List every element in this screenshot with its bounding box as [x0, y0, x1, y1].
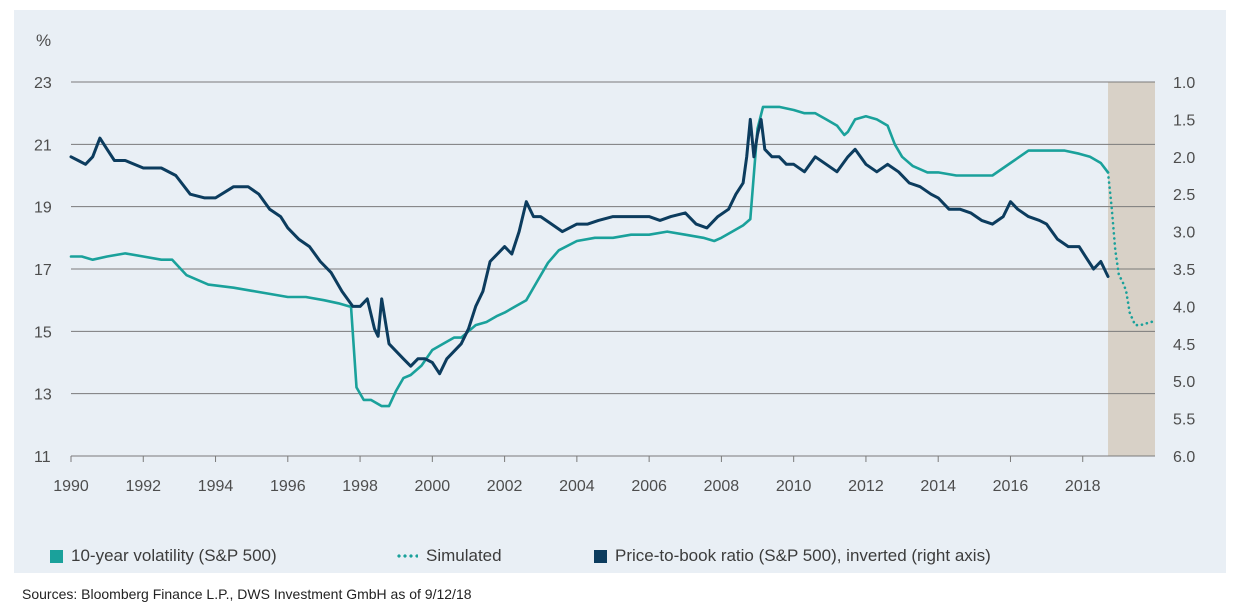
x-tick-1998: 1998: [342, 478, 378, 495]
x-tick-2010: 2010: [776, 478, 812, 495]
y-left-tick-17: 17: [34, 262, 52, 279]
y-right-tick-1.0: 1.0: [1173, 75, 1195, 92]
source-note: Sources: Bloomberg Finance L.P., DWS Inv…: [22, 586, 472, 602]
y-left-tick-15: 15: [34, 324, 52, 341]
y-right-tick-6.0: 6.0: [1173, 449, 1195, 466]
y-right-tick-4.5: 4.5: [1173, 337, 1195, 354]
series-volatility: [69, 105, 1110, 408]
series-simulated: [1106, 171, 1157, 327]
y-right-tick-4.0: 4.0: [1173, 299, 1195, 316]
y-left-tick-13: 13: [34, 387, 52, 404]
y-right-tick-5.0: 5.0: [1173, 374, 1195, 391]
line-chart: 11 13 15 17 19 21 23 1.0 1.5 2.0 2.5 3.0 3.5 4.0 4.5 5.…: [34, 31, 1195, 495]
y-right-tick-2.0: 2.0: [1173, 150, 1195, 167]
x-tick-2002: 2002: [487, 478, 523, 495]
y-right-tick-2.5: 2.5: [1173, 187, 1195, 204]
legend-swatch-simulated: [396, 554, 418, 558]
x-tick-2016: 2016: [993, 478, 1029, 495]
x-tick-2004: 2004: [559, 478, 595, 495]
x-tick-1990: 1990: [53, 478, 89, 495]
x-tick-2000: 2000: [415, 478, 451, 495]
x-tick-2006: 2006: [631, 478, 667, 495]
x-tick-2008: 2008: [704, 478, 740, 495]
legend-label-simulated: Simulated: [426, 546, 502, 565]
legend-item-volatility: 10-year volatility (S&P 500): [50, 546, 277, 566]
y-right-tick-5.5: 5.5: [1173, 412, 1195, 429]
x-tick-1996: 1996: [270, 478, 306, 495]
legend-item-price-to-book: Price-to-book ratio (S&P 500), inverted …: [594, 546, 991, 566]
y-left-tick-11: 11: [34, 449, 51, 466]
x-tick-1994: 1994: [198, 478, 234, 495]
y-right-tick-3.0: 3.0: [1173, 225, 1195, 242]
x-tick-2014: 2014: [920, 478, 956, 495]
series-price-to-book: [69, 117, 1110, 376]
legend-item-simulated: Simulated: [396, 546, 502, 566]
y-left-tick-21: 21: [34, 137, 52, 154]
legend-swatch-volatility: [50, 549, 63, 563]
legend-label-volatility: 10-year volatility (S&P 500): [71, 546, 277, 565]
x-tick-1992: 1992: [125, 478, 161, 495]
chart-panel: 11 13 15 17 19 21 23 1.0 1.5 2.0 2.5 3.0 3.5 4.0 4.5 5.…: [14, 10, 1226, 573]
legend-label-price-to-book: Price-to-book ratio (S&P 500), inverted …: [615, 546, 991, 565]
y-left-tick-23: 23: [34, 75, 52, 92]
y-unit-label: %: [36, 31, 51, 50]
y-right-tick-1.5: 1.5: [1173, 112, 1195, 129]
x-tick-2018: 2018: [1065, 478, 1101, 495]
legend-swatch-price-to-book: [594, 549, 607, 563]
y-right-tick-3.5: 3.5: [1173, 262, 1195, 279]
x-tick-2012: 2012: [848, 478, 884, 495]
y-left-tick-19: 19: [34, 200, 52, 217]
